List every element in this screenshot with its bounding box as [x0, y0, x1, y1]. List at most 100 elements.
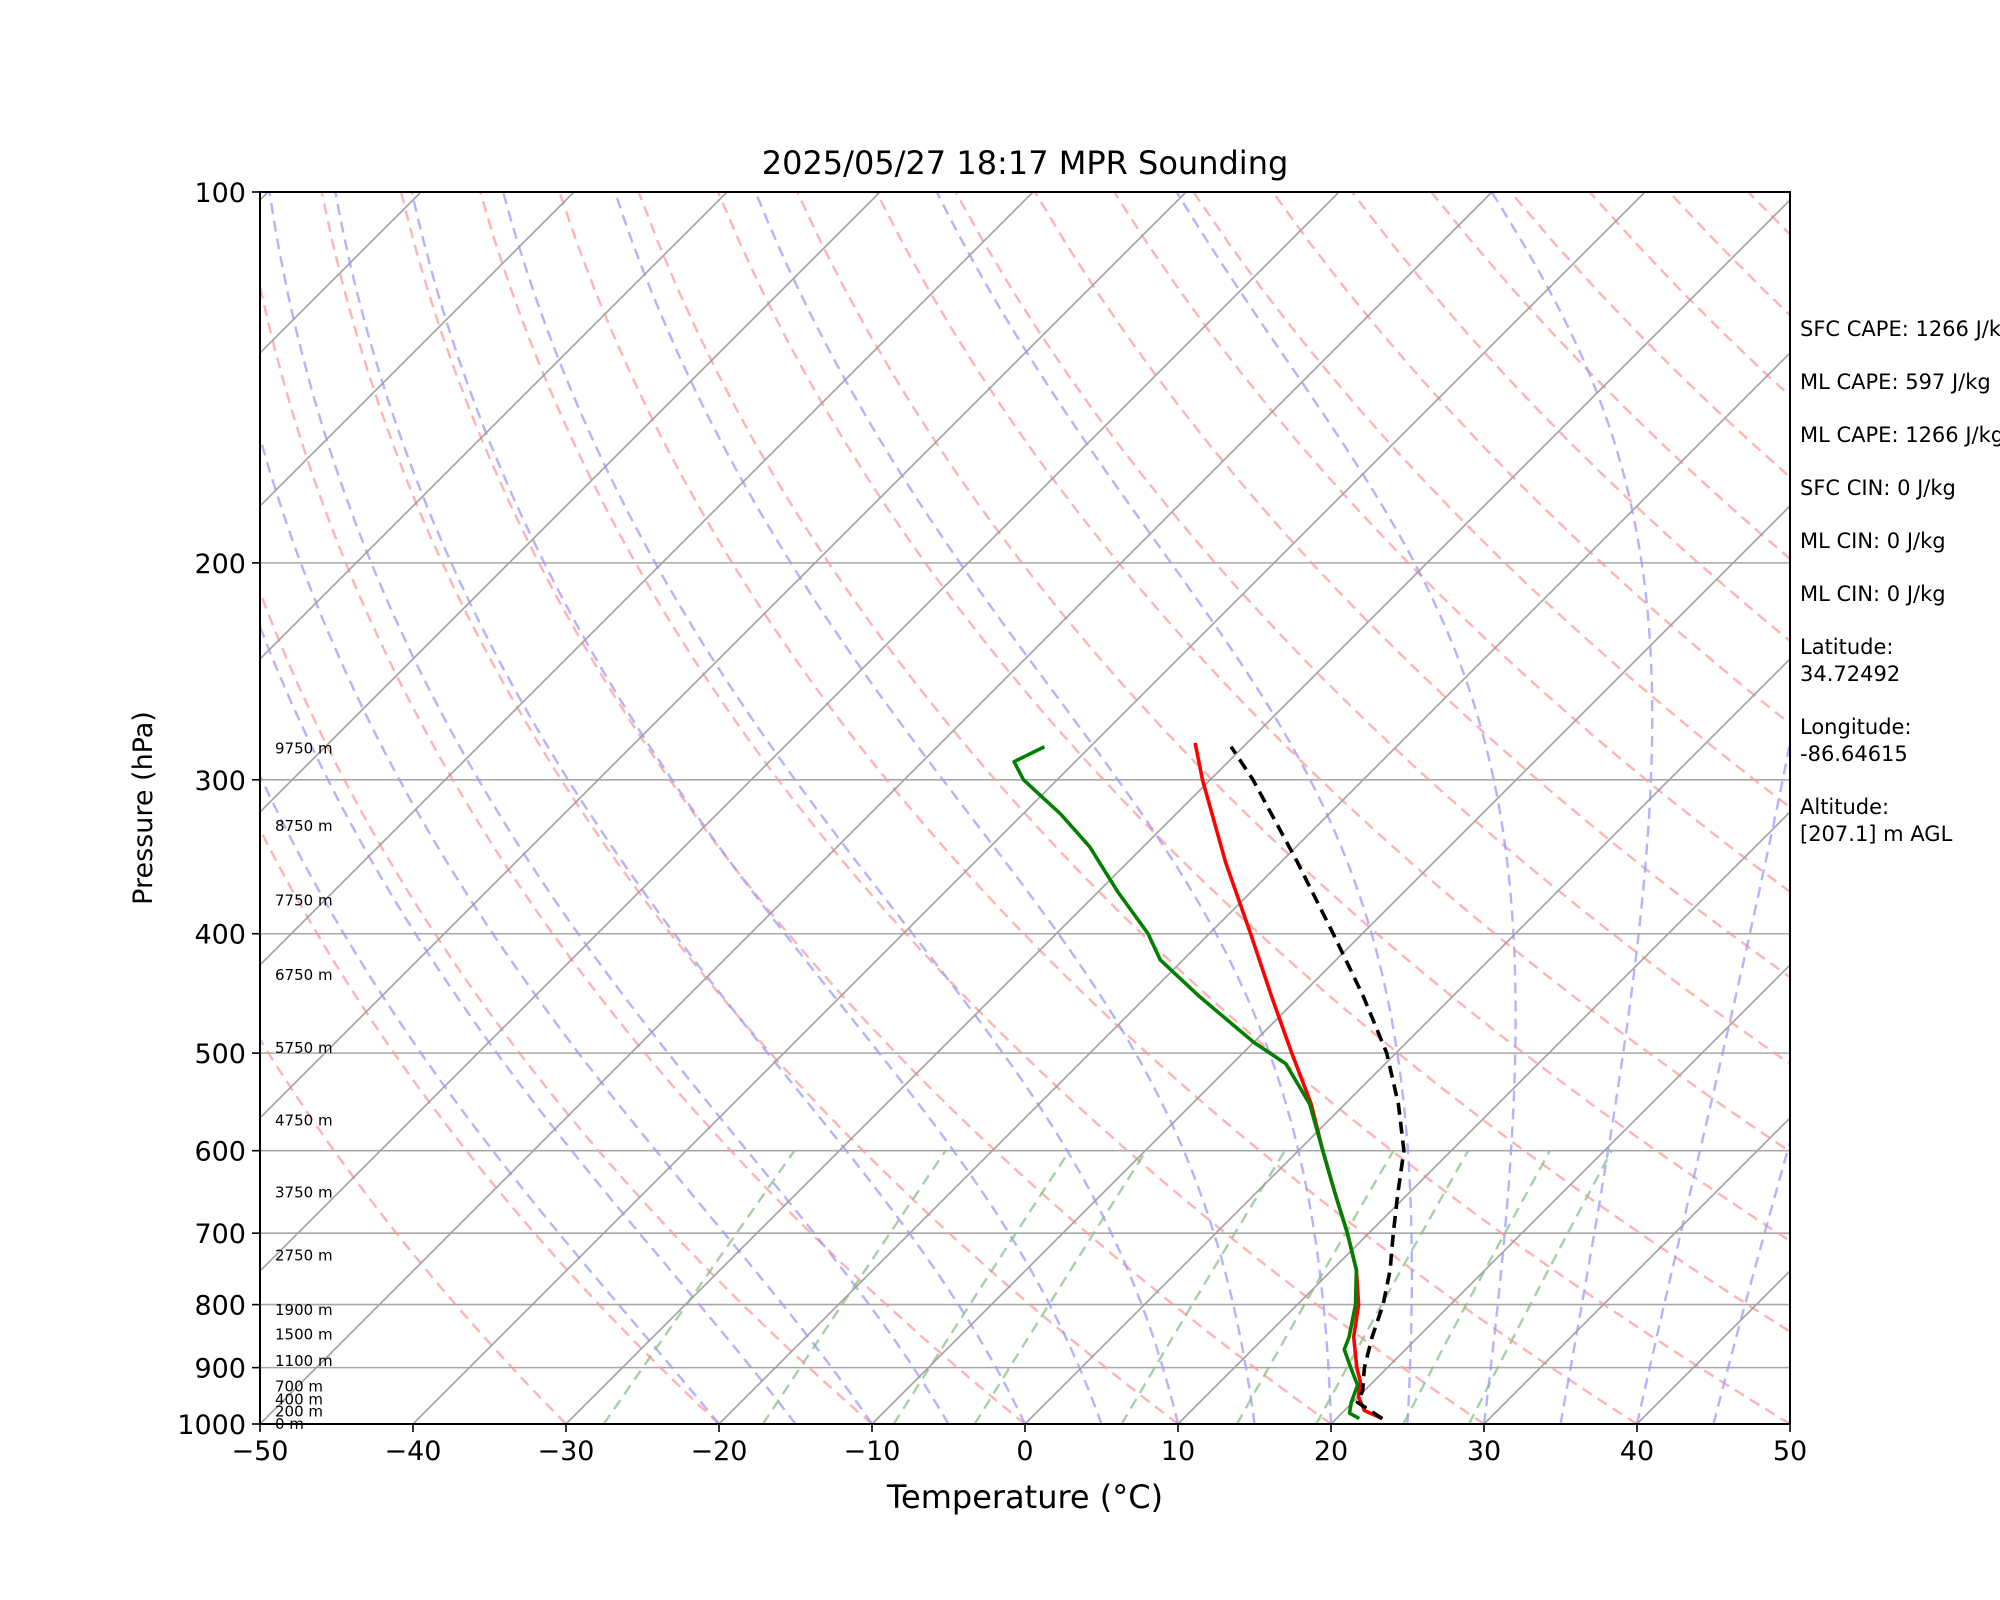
dry-adiabat-line: [637, 192, 1790, 1424]
y-tick-label: 100: [194, 178, 246, 209]
sounding-parameter-text: Longitude:: [1800, 715, 1912, 739]
dry-adiabat-line: [260, 826, 720, 1424]
height-label: 700 m: [275, 1377, 323, 1395]
height-label: 400 m: [275, 1390, 323, 1408]
moist-adiabat-line: [268, 192, 950, 1424]
x-tick-label: 20: [1314, 1436, 1348, 1467]
isotherm-line: [871, 504, 1790, 1424]
mixing-ratio-line: [973, 1150, 1148, 1424]
y-axis-label: Pressure (hPa): [128, 711, 159, 905]
dry-adiabat-line: [479, 192, 1485, 1424]
moist-adiabat-line: [613, 192, 1256, 1424]
height-label: 5750 m: [275, 1039, 333, 1057]
sounding-parameter: SFC CAPE: 1266 J/kg: [1800, 316, 2000, 343]
moist-adiabat-line: [501, 192, 1180, 1424]
y-tick-label: 700: [194, 1219, 246, 1250]
sounding-parameter: ML CIN: 0 J/kg: [1800, 528, 2000, 555]
sounding-parameter-text: Latitude:: [1800, 635, 1894, 659]
moist-adiabat-line: [1635, 736, 1790, 1424]
dry-adiabat-line: [875, 192, 1790, 1154]
sounding-parameter: SFC CIN: 0 J/kg: [1800, 475, 2000, 502]
sounding-parameters-panel: SFC CAPE: 1266 J/kg ML CAPE: 597 J/kg ML C…: [1800, 316, 2000, 874]
mixing-ratio-line: [1467, 1150, 1613, 1424]
sounding-parameter: ML CIN: 0 J/kg: [1800, 581, 2000, 608]
sounding-parameter: Altitude: [207.1] m AGL: [1800, 794, 2000, 848]
height-label: 6750 m: [275, 966, 333, 984]
mixing-ratio-line: [1235, 1150, 1395, 1424]
y-tick-label: 600: [194, 1137, 246, 1168]
x-tick-label: −50: [232, 1436, 289, 1467]
moist-adiabat-line: [410, 192, 1103, 1424]
dry-adiabat-line: [1033, 192, 1790, 979]
moist-adiabat-line: [260, 623, 797, 1424]
dry-adiabat-line: [796, 192, 1790, 1243]
height-label: 8750 m: [275, 817, 333, 835]
mixing-ratio-line: [892, 1150, 1071, 1424]
dry-adiabat-line: [260, 589, 873, 1424]
isotherm-line: [1024, 657, 1790, 1424]
moist-adiabat-line: [935, 192, 1414, 1424]
sounding-parameter-text: SFC CAPE: 1266 J/kg: [1800, 317, 2000, 341]
sounding-parameter: Longitude: -86.64615: [1800, 714, 2000, 768]
mixing-ratio-line: [1315, 1150, 1470, 1424]
dewpoint-trace: [1012, 745, 1361, 1421]
dry-adiabat-line: [1113, 192, 1790, 894]
height-label: 0 m: [275, 1415, 304, 1433]
x-tick-label: 40: [1620, 1436, 1654, 1467]
isotherm-line: [718, 351, 1790, 1424]
dry-adiabat-line: [260, 1037, 567, 1424]
x-tick-label: 50: [1773, 1436, 1807, 1467]
moist-adiabat-line: [1490, 192, 1654, 1424]
sounding-parameter-text: Altitude:: [1800, 795, 1890, 819]
height-label: 4750 m: [275, 1111, 333, 1129]
dry-adiabat-line: [399, 192, 1332, 1424]
x-axis-label: Temperature (°C): [886, 1478, 1163, 1516]
isotherm-line: [260, 192, 881, 814]
y-tick-label: 400: [194, 920, 246, 951]
moist-adiabat-line: [334, 192, 1027, 1424]
moist-adiabat-line: [260, 772, 720, 1424]
x-tick-label: −20: [691, 1436, 748, 1467]
sounding-parameter-text: ML CIN: 0 J/kg: [1800, 582, 1946, 606]
moist-adiabat-line: [754, 192, 1333, 1424]
dry-adiabat-line: [1271, 192, 1790, 726]
sounding-parameter: ML CAPE: 597 J/kg: [1800, 369, 2000, 396]
isotherm-line: [412, 192, 1646, 1424]
y-tick-label: 1000: [177, 1410, 246, 1441]
isotherm-line: [260, 192, 1340, 1273]
x-tick-label: 30: [1467, 1436, 1501, 1467]
height-label: 9750 m: [275, 740, 333, 758]
background-lines: [0, 192, 1790, 1424]
isotherm-line: [1177, 810, 1790, 1424]
sounding-traces: [1012, 742, 1406, 1421]
height-label: 2750 m: [275, 1247, 333, 1265]
x-axis: −50 −40 −30 −20 −10 0 10 20 30 40 50: [232, 1424, 1807, 1467]
mixing-ratio-line: [1120, 1150, 1286, 1424]
sounding-parameter: Latitude: 34.72492: [1800, 634, 2000, 688]
mixing-ratio-line: [1402, 1150, 1551, 1424]
dry-adiabat-line: [260, 280, 1026, 1424]
height-label: 200 m: [275, 1403, 323, 1421]
isotherm-line: [565, 198, 1790, 1424]
sounding-parameter-text: SFC CIN: 0 J/kg: [1800, 476, 1956, 500]
parcel-trace: [1229, 745, 1406, 1421]
y-tick-label: 500: [194, 1039, 246, 1070]
sounding-parameter-text: [207.1] m AGL: [1800, 822, 1953, 846]
x-tick-label: −40: [385, 1436, 442, 1467]
height-label: 7750 m: [275, 892, 333, 910]
isotherm-line: [0, 192, 115, 1424]
dry-adiabat-line: [716, 192, 1790, 1333]
sounding-parameter-text: -86.64615: [1800, 742, 1908, 766]
isotherm-line: [1483, 1116, 1790, 1424]
x-tick-label: −10: [844, 1436, 901, 1467]
sounding-parameter-text: ML CIN: 0 J/kg: [1800, 529, 1946, 553]
x-tick-label: 10: [1161, 1436, 1195, 1467]
height-label: 3750 m: [275, 1184, 333, 1202]
height-label: 1900 m: [275, 1301, 333, 1319]
y-tick-label: 800: [194, 1291, 246, 1322]
x-tick-label: −30: [538, 1436, 595, 1467]
sounding-parameter-text: ML CAPE: 1266 J/kg: [1800, 423, 2000, 447]
moist-adiabat-line: [1175, 192, 1517, 1424]
